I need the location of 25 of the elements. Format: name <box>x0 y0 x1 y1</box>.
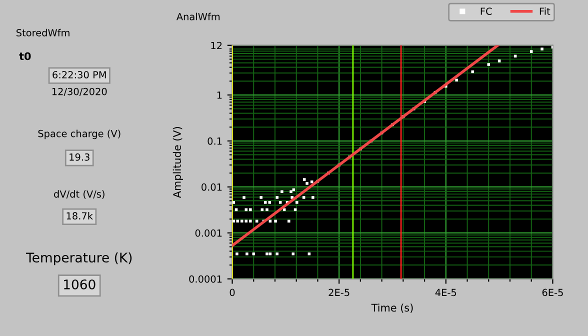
x-tick-label: 6E-5 <box>542 288 563 296</box>
y-tick-label: 12 <box>211 42 222 50</box>
text: 6:22:30 PM <box>52 71 106 78</box>
text: StoredWfm <box>16 28 70 36</box>
text: 18.7k <box>66 212 93 220</box>
y-tick-label: 0.001 <box>195 229 222 237</box>
text: dV/dt (V/s) <box>54 190 104 199</box>
text: Temperature (K) <box>26 252 132 266</box>
text: 1060 <box>64 279 96 290</box>
text: 12/30/2020 <box>52 88 107 96</box>
y-tick-label: 0.01 <box>202 183 222 191</box>
legend-label: FC <box>480 8 492 15</box>
y-tick-label: 0.1 <box>208 137 222 145</box>
x-tick-label: 4E-5 <box>435 288 456 296</box>
y-axis-title: Amplitude (V) <box>172 127 183 198</box>
x-axis-title: Time (s) <box>371 304 413 313</box>
text: t0 <box>19 52 31 60</box>
legend-label: Fit <box>540 7 550 15</box>
text: Space charge (V) <box>38 130 120 140</box>
y-tick-label: 1 <box>217 92 222 99</box>
text: 19.3 <box>70 153 90 161</box>
chart-title: AnalWfm <box>176 12 220 20</box>
x-tick-label: 0 <box>230 288 235 296</box>
x-tick-label: 2E-5 <box>328 288 350 296</box>
y-tick-label: 0.0001 <box>189 275 222 283</box>
